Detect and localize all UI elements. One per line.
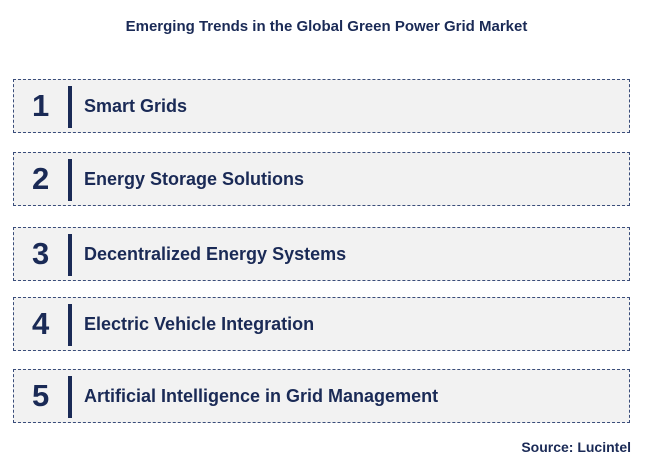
- trend-number: 4: [32, 306, 50, 341]
- trend-divider: [68, 234, 72, 276]
- trend-number: 5: [32, 378, 50, 413]
- trend-label: Artificial Intelligence in Grid Manageme…: [84, 385, 439, 406]
- trend-label: Decentralized Energy Systems: [84, 243, 347, 264]
- trend-item: 5 Artificial Intelligence in Grid Manage…: [13, 369, 630, 423]
- trend-item: 1 Smart Grids: [13, 79, 630, 133]
- trend-item: 4 Electric Vehicle Integration: [13, 297, 630, 351]
- trend-label: Smart Grids: [84, 95, 188, 116]
- trend-divider: [68, 159, 72, 201]
- trend-number: 2: [32, 161, 50, 196]
- diagram-title: Emerging Trends in the Global Green Powe…: [125, 18, 528, 35]
- trend-divider: [68, 304, 72, 346]
- trend-number: 1: [32, 88, 50, 123]
- trend-item: 2 Energy Storage Solutions: [13, 152, 630, 206]
- trend-label: Energy Storage Solutions: [84, 168, 305, 189]
- trend-item: 3 Decentralized Energy Systems: [13, 227, 630, 281]
- trend-divider: [68, 376, 72, 418]
- trend-divider: [68, 86, 72, 128]
- trend-label: Electric Vehicle Integration: [84, 313, 315, 334]
- trend-number: 3: [32, 236, 50, 271]
- source-note: Source: Lucintel: [521, 439, 631, 455]
